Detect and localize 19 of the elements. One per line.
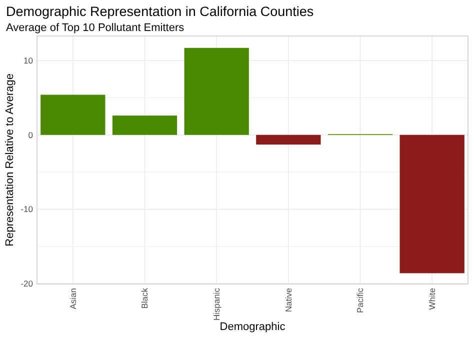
x-tick-label: White bbox=[427, 288, 438, 310]
bar bbox=[112, 116, 178, 135]
y-tick-label: 10 bbox=[24, 56, 34, 66]
x-tick-label: Native bbox=[283, 288, 294, 312]
y-tick-label: -20 bbox=[20, 278, 34, 289]
x-axis-title: Demographic bbox=[220, 321, 286, 333]
x-tick-label: Black bbox=[140, 287, 150, 309]
y-axis-title: Representation Relative to Average bbox=[4, 74, 16, 246]
y-tick-label: 0 bbox=[28, 130, 34, 140]
y-tick-label: -10 bbox=[20, 204, 34, 214]
x-tick-label: Pacific bbox=[355, 287, 366, 314]
bar bbox=[40, 94, 106, 135]
bar bbox=[184, 48, 249, 135]
x-tick-label: Asian bbox=[68, 288, 78, 310]
bar bbox=[256, 134, 321, 145]
bar bbox=[400, 134, 464, 274]
x-tick-label: Hispanic bbox=[212, 287, 222, 321]
chart-subtitle: Average of Top 10 Pollutant Emitters bbox=[6, 22, 185, 34]
chart-title: Demographic Representation in California Counties bbox=[6, 4, 314, 19]
